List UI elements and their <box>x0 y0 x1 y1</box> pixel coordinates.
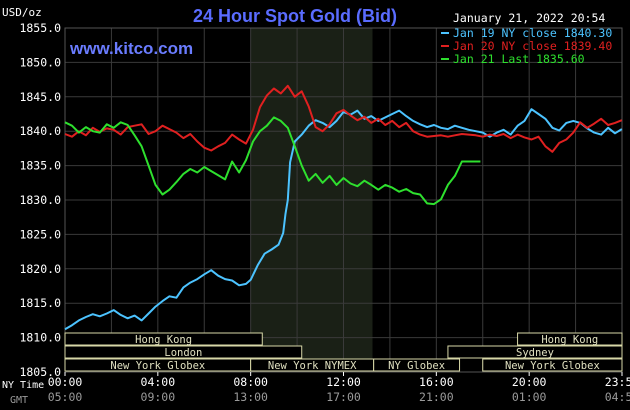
x-tick-label-ny: 04:00 <box>141 375 176 389</box>
y-tick-label: 1805.0 <box>19 365 61 379</box>
y-tick-label: 1835.0 <box>19 159 61 173</box>
axis-layer: 1855.0 1850.0 1845.0 1840.0 1835.0 1830.0 1825… <box>2 21 630 406</box>
x-tick-label-ny: 00:00 <box>48 375 83 389</box>
legend-entry: Jan 19 NY close 1840.30 <box>453 26 612 40</box>
x-tick-label-gmt: 21:00 <box>419 390 454 404</box>
market-hours-box <box>447 345 623 359</box>
market-hours-label: New York Globex <box>110 360 205 372</box>
market-hours-box <box>373 358 461 372</box>
x-tick-label-gmt: 01:00 <box>512 390 547 404</box>
market-hours-box <box>64 345 303 359</box>
x-tick-label-gmt: 13:00 <box>233 390 268 404</box>
y-tick-label: 1825.0 <box>19 227 61 241</box>
grid-layer <box>64 27 623 373</box>
series-line-2 <box>64 84 623 153</box>
market-hours-label: New York NYMEX <box>268 360 357 372</box>
x-tick-label-ny: 23:59 <box>605 375 630 389</box>
y-tick-label: 1850.0 <box>19 55 61 69</box>
y-tick-label: 1845.0 <box>19 90 61 104</box>
x-row-label-gmt: GMT <box>10 395 28 406</box>
chart-title: 24 Hour Spot Gold (Bid) <box>193 6 397 26</box>
y-tick-label: 1820.0 <box>19 262 61 276</box>
unit-label: USD/oz <box>2 6 42 19</box>
brand-watermark: www.kitco.com <box>69 39 193 58</box>
x-tick-label-ny: 08:00 <box>233 375 268 389</box>
x-tick-label-gmt: 17:00 <box>326 390 361 404</box>
y-tick-label: 1855.0 <box>19 21 61 35</box>
market-hours-label: Hong Kong <box>135 334 192 346</box>
y-tick-label: 1840.0 <box>19 124 61 138</box>
market-hours-label: Sydney <box>516 347 554 359</box>
market-hours-label: Hong Kong <box>541 334 598 346</box>
y-tick-label: 1830.0 <box>19 193 61 207</box>
x-tick-label-ny: 16:00 <box>419 375 454 389</box>
timestamp: January 21, 2022 20:54 <box>453 11 605 25</box>
x-tick-label-gmt: 05:00 <box>48 390 83 404</box>
market-hours-label: London <box>164 347 202 359</box>
series-layer <box>64 84 623 331</box>
market-hours-box <box>482 358 623 372</box>
x-tick-label-ny: 20:00 <box>512 375 547 389</box>
y-tick-label: 1815.0 <box>19 296 61 310</box>
legend-entry: Jan 20 NY close 1839.40 <box>453 39 612 53</box>
series-line-1 <box>64 108 623 331</box>
x-row-label-ny: NY Time <box>2 380 44 391</box>
series-line-3 <box>64 116 481 206</box>
market-hours-label: NY Globex <box>388 360 445 372</box>
market-hours-label: New York Globex <box>505 360 600 372</box>
x-tick-label-gmt: 04:59 <box>605 390 630 404</box>
x-tick-label-gmt: 09:00 <box>141 390 176 404</box>
market-hours-box <box>64 332 263 346</box>
market-hours-box <box>517 332 623 346</box>
x-tick-label-ny: 12:00 <box>326 375 361 389</box>
legend-entry: Jan 21 Last 1835.60 <box>453 52 585 66</box>
y-tick-label: 1810.0 <box>19 331 61 345</box>
